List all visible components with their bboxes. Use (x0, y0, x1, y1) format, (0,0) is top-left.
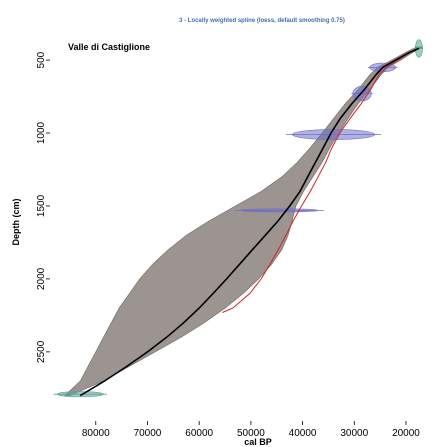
x-tick-label: 30000 (340, 428, 368, 439)
y-tick-label: 1000 (36, 121, 47, 144)
model-curve (79, 47, 420, 397)
x-axis: 80000 70000 60000 50000 40000 30000 20000 (82, 421, 420, 439)
x-axis-label: cal BP (244, 437, 272, 447)
chart-title: 3 - Locally weighted spline (loess, defa… (179, 18, 345, 24)
confidence-envelope (64, 46, 424, 396)
x-tick-label: 60000 (185, 428, 213, 439)
x-tick-label: 50000 (237, 428, 265, 439)
y-tick-label: 1500 (36, 194, 47, 217)
x-tick-label: 70000 (134, 428, 162, 439)
site-label: Valle di Castiglione (68, 42, 150, 52)
reference-curve (222, 47, 420, 313)
y-tick-label: 2500 (36, 340, 47, 363)
y-tick-label: 500 (36, 51, 47, 68)
plot-area (53, 39, 424, 398)
x-tick-label: 80000 (82, 428, 110, 439)
x-tick-label: 40000 (289, 428, 317, 439)
x-tick-label: 20000 (392, 428, 420, 439)
y-axis: 500 1000 1500 2000 2500 (36, 51, 50, 363)
y-axis-label: Depth (cm) (11, 198, 21, 245)
y-tick-label: 2000 (36, 267, 47, 290)
